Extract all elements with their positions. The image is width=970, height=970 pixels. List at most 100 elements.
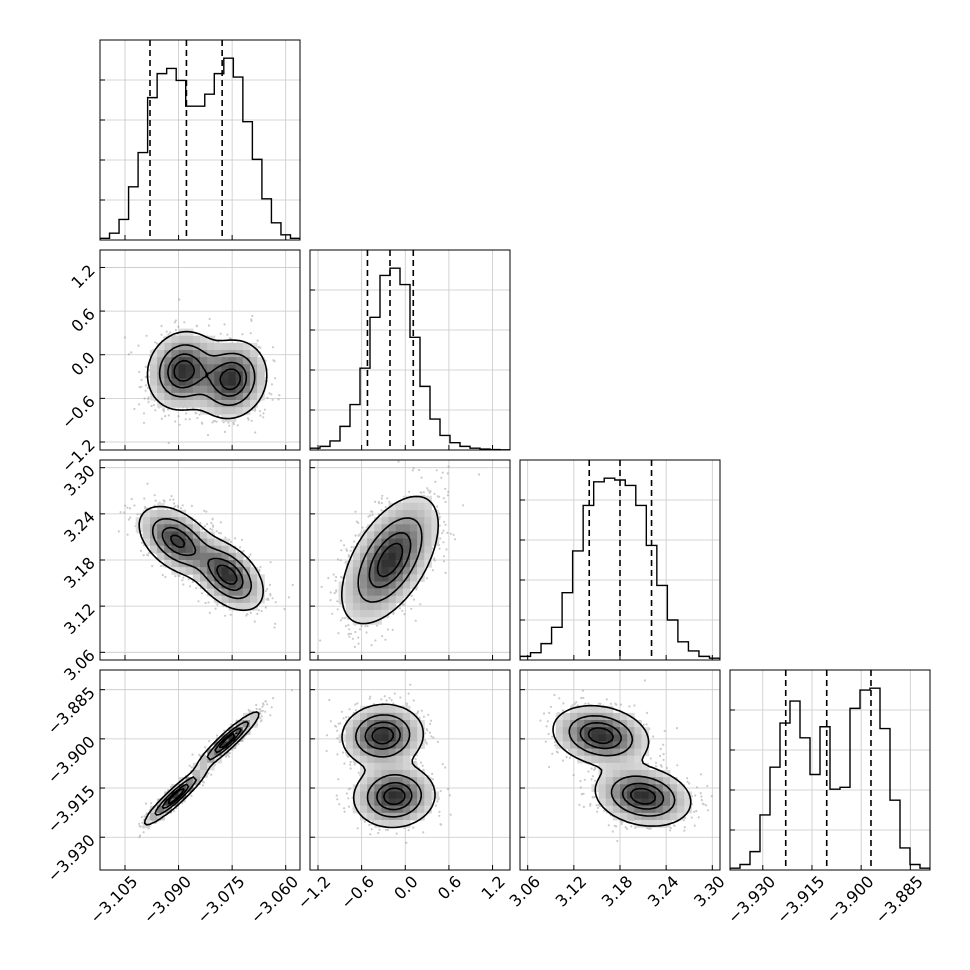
density-cell: [410, 784, 418, 792]
density-cell: [360, 784, 368, 792]
density-cell: [381, 595, 390, 604]
density-cell: [605, 748, 614, 757]
density-cell: [214, 595, 222, 604]
density-cell: [402, 588, 411, 597]
density-cell: [192, 400, 201, 408]
density-cell: [562, 734, 571, 742]
x-tick-label: 1.2: [478, 872, 509, 903]
density-cell: [612, 777, 621, 785]
density-cell: [641, 762, 650, 771]
density-cell: [634, 777, 642, 785]
density-cell: [192, 385, 201, 394]
density-cell: [221, 595, 230, 604]
density-cell: [591, 705, 600, 714]
density-cell: [178, 552, 187, 561]
density-cell: [627, 762, 635, 771]
density-cell: [591, 712, 600, 721]
density-cell: [388, 545, 397, 554]
density-cell: [641, 734, 650, 742]
density-cell: [620, 762, 628, 771]
density-cell: [171, 560, 180, 568]
density-cell: [374, 588, 382, 597]
density-cell: [410, 517, 418, 525]
density-cell: [185, 371, 194, 380]
density-cell: [171, 784, 180, 792]
density-cell: [417, 727, 425, 735]
density-cell: [367, 805, 375, 814]
density-cell: [214, 385, 222, 394]
density-cell: [192, 524, 201, 532]
density-cell: [235, 357, 244, 365]
density-cell: [367, 524, 375, 532]
density-cell: [395, 502, 404, 511]
density-cell: [648, 812, 657, 821]
density-cell: [352, 748, 361, 757]
density-cell: [381, 755, 390, 764]
density-cell: [612, 720, 621, 728]
density-cell: [627, 720, 635, 728]
density-cell: [562, 720, 571, 728]
density-cell: [598, 755, 607, 764]
density-cell: [417, 545, 425, 554]
density-cell: [634, 755, 642, 764]
density-cell: [570, 741, 578, 750]
x-tick-label: 3.24: [644, 872, 683, 911]
density-cell: [178, 567, 187, 575]
density-cell: [235, 588, 244, 597]
density-cell: [228, 371, 237, 380]
density-cell: [555, 734, 564, 742]
density-cell: [214, 560, 222, 568]
density-cell: [185, 517, 194, 525]
density-cell: [655, 784, 664, 792]
density-cell: [684, 805, 692, 814]
density-cell: [424, 784, 432, 792]
density-cell: [235, 342, 244, 351]
panel-frame: [309, 249, 511, 451]
density-cell: [570, 720, 578, 728]
density-cell: [360, 812, 368, 821]
density-cell: [620, 720, 628, 728]
density-cell: [164, 552, 172, 561]
density-cell: [257, 581, 265, 590]
density-cell: [192, 350, 201, 358]
density-cell: [374, 805, 382, 814]
density-cell: [250, 392, 258, 401]
density-cell: [424, 552, 432, 561]
density-cell: [395, 531, 404, 540]
density-cell: [200, 371, 208, 380]
density-cell: [374, 581, 382, 590]
panel-content: [730, 670, 930, 870]
density-cell: [367, 567, 375, 575]
density-cell: [207, 400, 215, 408]
density-cell: [591, 734, 600, 742]
histogram-step-1: [310, 267, 510, 450]
x-tick-label: −3.915: [773, 872, 828, 927]
panel-content: [100, 40, 300, 240]
density-cell: [605, 755, 614, 764]
density-cell: [157, 517, 165, 525]
density-cell: [620, 812, 628, 821]
density-cell: [178, 510, 187, 518]
density-cell: [235, 595, 244, 604]
density-cell: [424, 545, 432, 554]
density-cell: [381, 762, 390, 771]
panel-content: [100, 460, 300, 660]
density-cell: [627, 777, 635, 785]
density-cell: [367, 755, 375, 764]
density-cell: [192, 560, 201, 568]
density-cell: [605, 770, 614, 778]
density-cell: [214, 407, 222, 415]
density-cell: [381, 798, 390, 807]
density-cell: [662, 798, 671, 807]
density-cell: [250, 350, 258, 358]
density-cell: [641, 820, 650, 828]
density-cell: [352, 602, 361, 611]
density-cell: [214, 392, 222, 401]
density-cell: [150, 371, 158, 380]
density-cell: [178, 545, 187, 554]
panel-content: [100, 250, 300, 450]
density-cell: [150, 378, 158, 387]
density-cell: [367, 705, 375, 714]
density-cell: [424, 502, 432, 511]
y-tick-label: −3.915: [43, 781, 98, 836]
